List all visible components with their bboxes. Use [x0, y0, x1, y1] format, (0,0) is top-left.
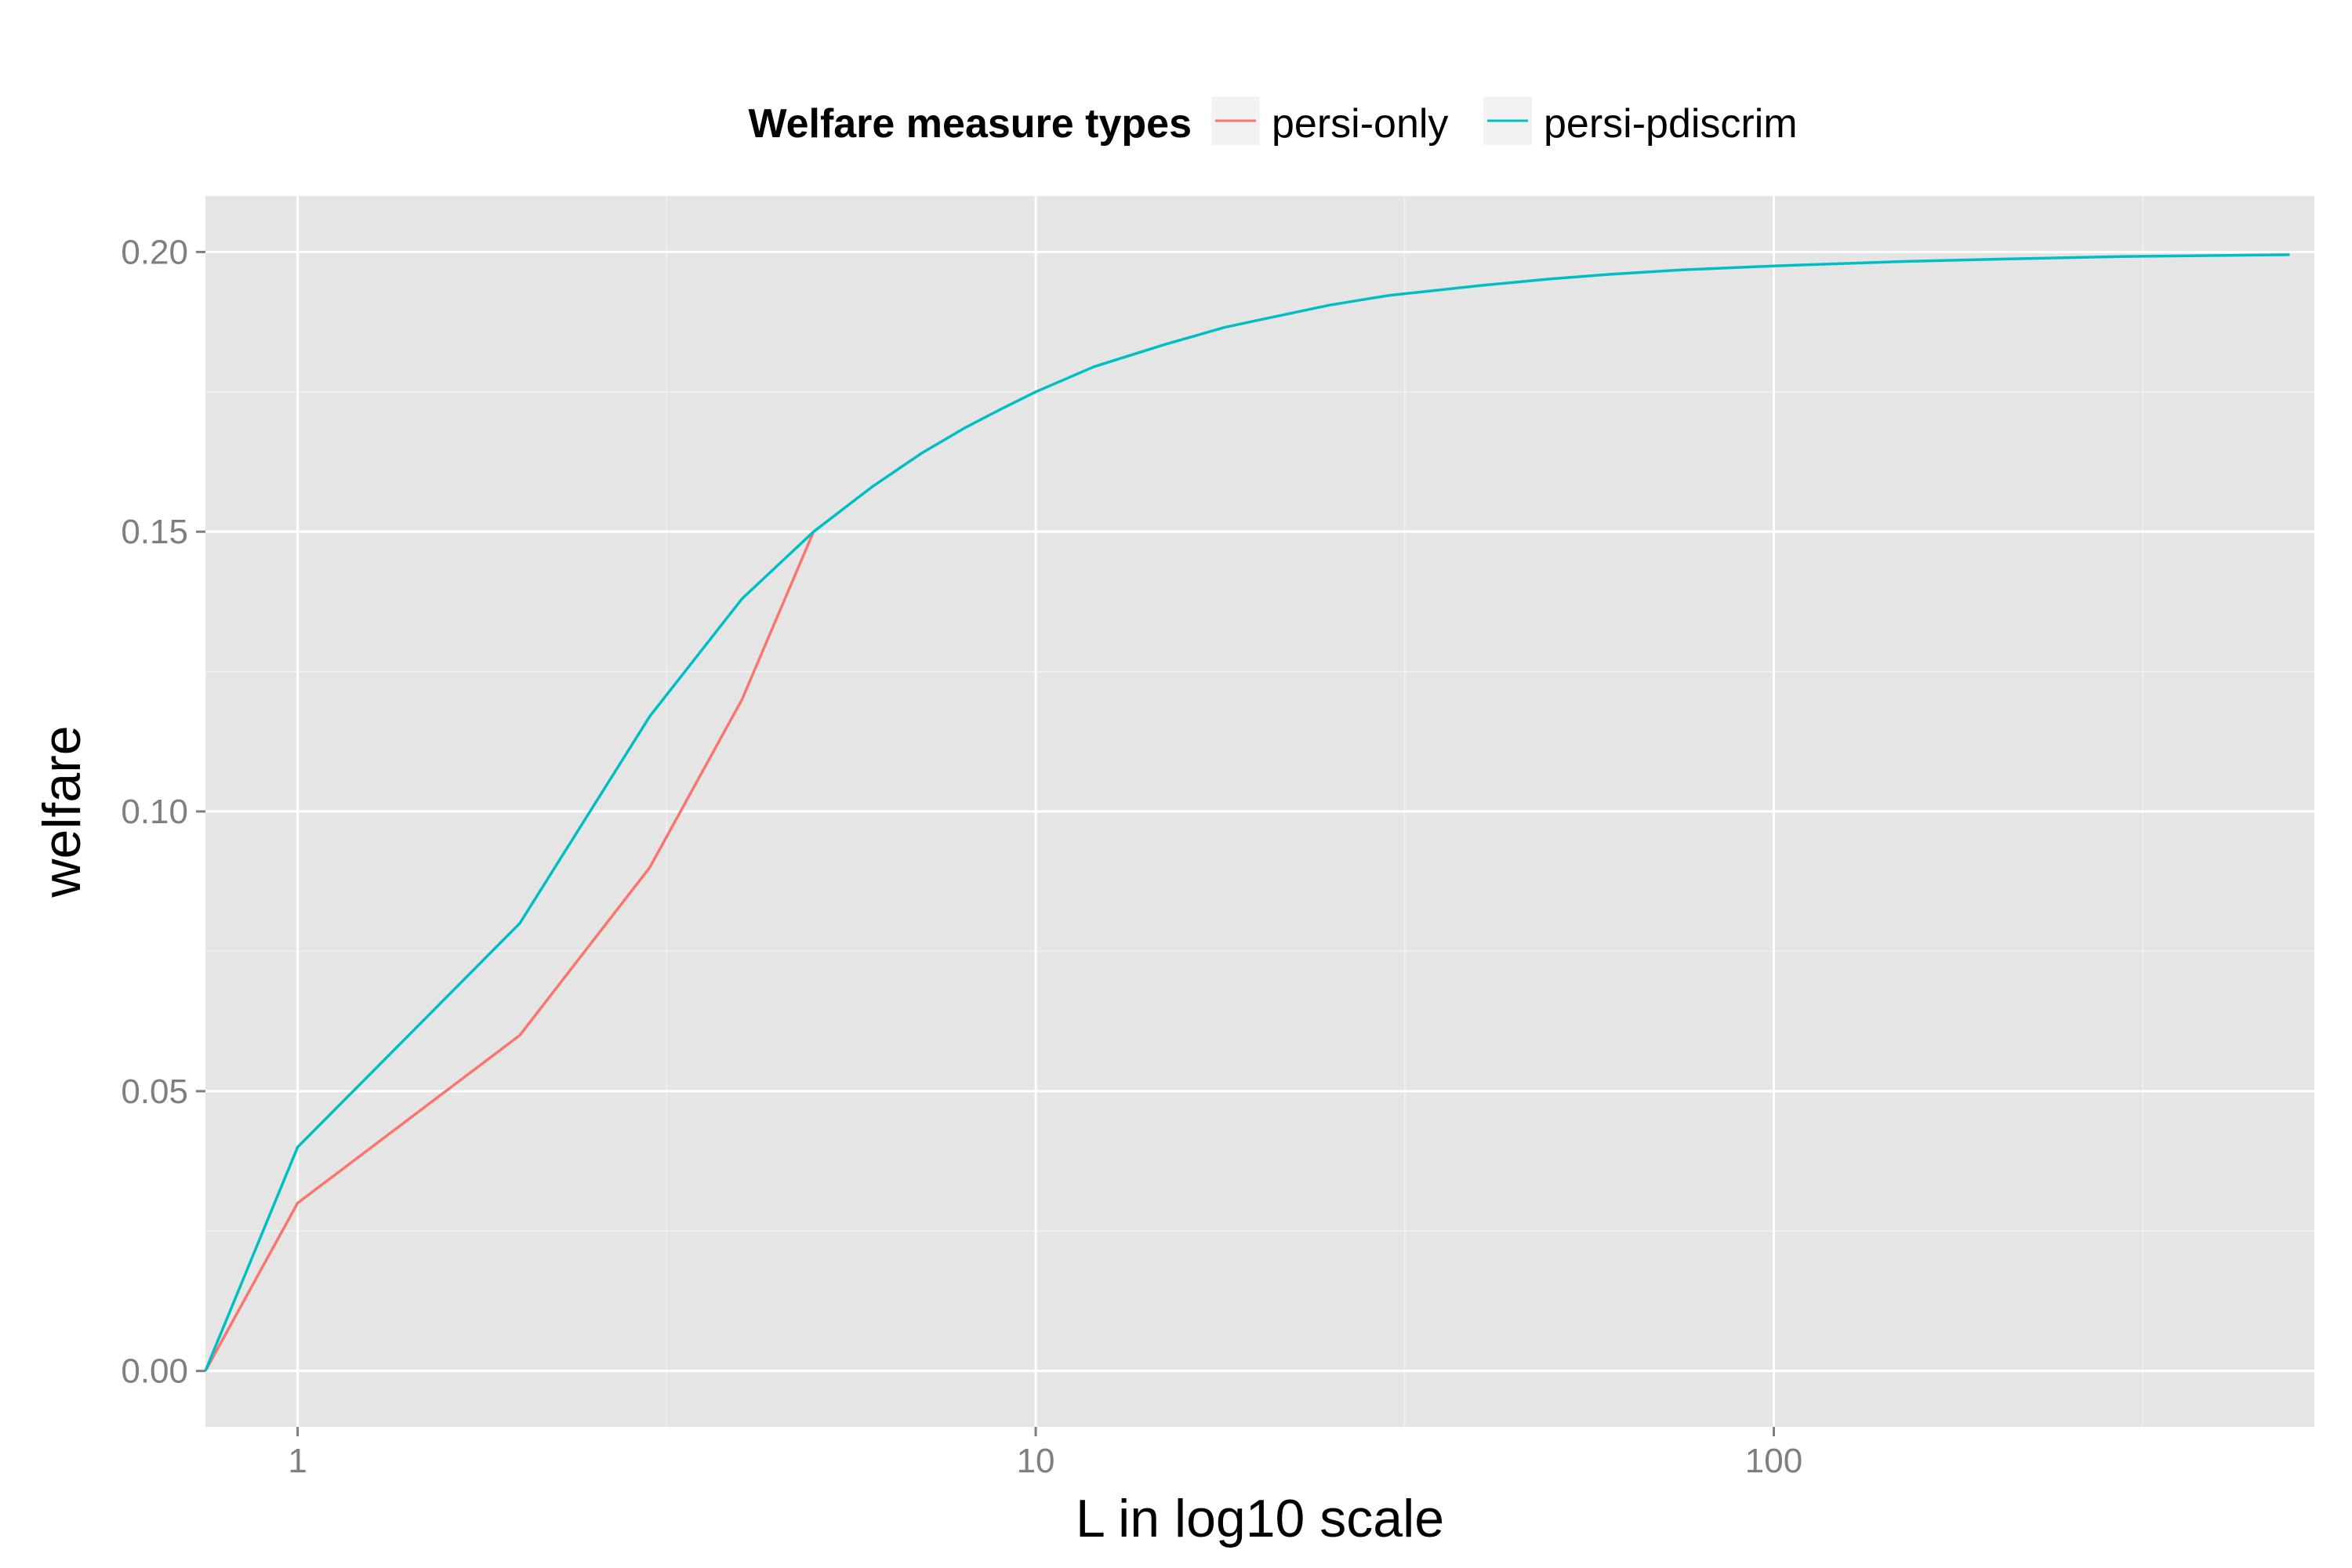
- y-tick-label: 0.05: [121, 1073, 188, 1111]
- x-tick-label: 10: [1017, 1442, 1055, 1480]
- major-gridlines: [205, 196, 2314, 1427]
- x-axis-title: L in log10 scale: [1076, 1489, 1444, 1548]
- x-tick-label: 100: [1745, 1442, 1802, 1480]
- series-line-persi-only: [204, 531, 815, 1372]
- x-tick-label: 1: [288, 1442, 307, 1480]
- y-tick-label: 0.00: [121, 1352, 188, 1391]
- y-axis: 0.00 0.05 0.10 0.15 0.20: [121, 233, 205, 1391]
- legend-label-persi-only: persi-only: [1272, 101, 1448, 147]
- x-axis: 1 10 100: [288, 1427, 1802, 1480]
- series-lines: [204, 253, 2290, 1372]
- legend: Welfare measure types persi-only persi-p…: [748, 96, 1798, 147]
- y-tick-label: 0.10: [121, 793, 188, 831]
- y-axis-title: welfare: [32, 725, 92, 898]
- y-tick-label: 0.15: [121, 513, 188, 551]
- y-tick-label: 0.20: [121, 233, 188, 271]
- legend-label-persi-pdiscrim: persi-pdiscrim: [1544, 101, 1798, 147]
- legend-title: Welfare measure types: [748, 101, 1192, 147]
- series-line-persi-pdiscrim: [204, 253, 2290, 1372]
